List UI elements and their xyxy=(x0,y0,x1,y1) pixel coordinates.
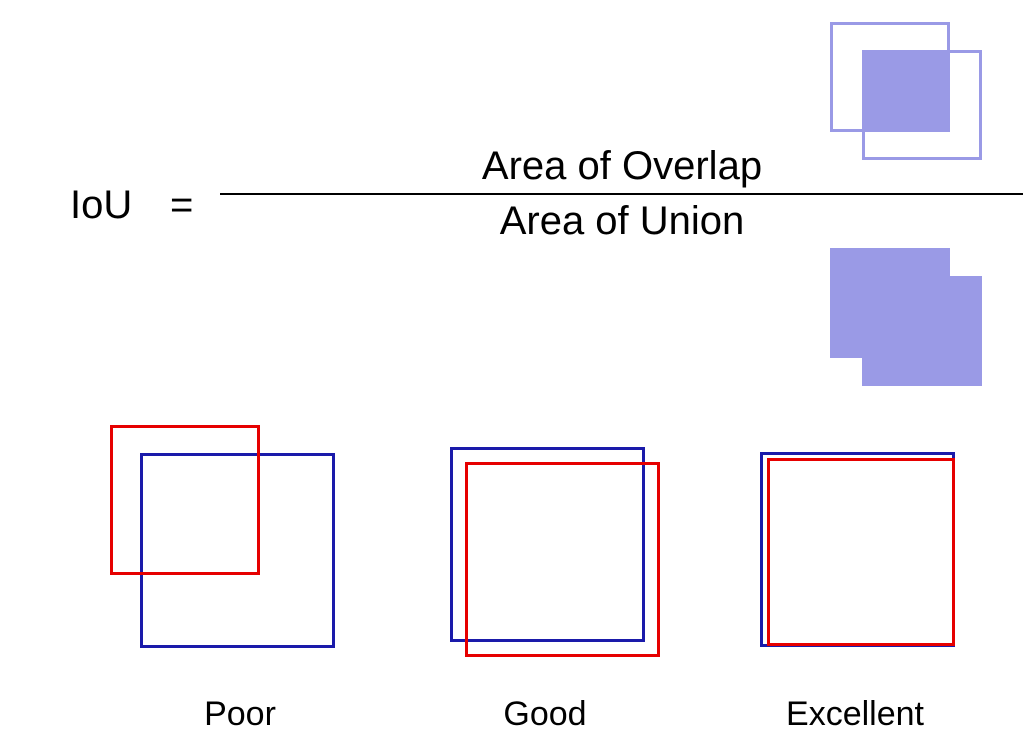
example-good-label: Good xyxy=(455,695,635,734)
union-front-box xyxy=(862,276,982,386)
formula-equals: = xyxy=(170,183,193,228)
iou-diagram: IoU = Area of Overlap Area of Union Poor… xyxy=(0,0,1023,742)
example-poor-red-box xyxy=(110,425,260,575)
example-excellent-label: Excellent xyxy=(755,695,955,734)
formula-denominator: Area of Union xyxy=(220,195,1023,248)
formula-lhs: IoU xyxy=(70,183,132,228)
example-good-red-box xyxy=(465,462,660,657)
overlap-intersection-fill xyxy=(862,50,950,132)
example-poor-label: Poor xyxy=(150,695,330,734)
example-excellent-red-box xyxy=(767,458,955,646)
